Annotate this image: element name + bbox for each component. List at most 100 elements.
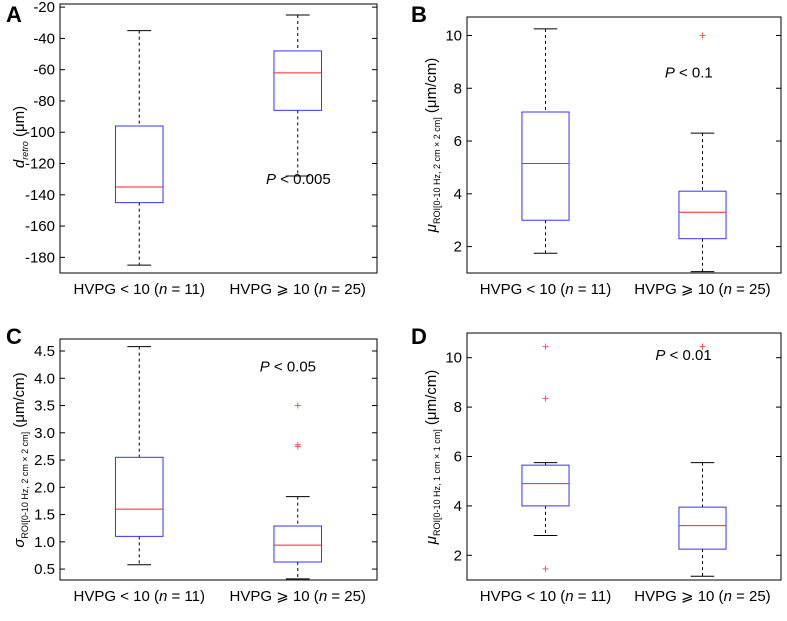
category-label-prefix: HVPG < 10 ( <box>74 588 159 605</box>
y-axis-label-subscript: ROI[0-10 Hz, 2 cm × 2 cm] <box>432 117 442 224</box>
outlier-marker <box>699 32 706 39</box>
p-value-annotation: P < 0.01 <box>655 347 711 364</box>
y-axis-label-subscript: ROI[0-10 Hz, 2 cm × 2 cm] <box>20 432 30 539</box>
panel-label: C <box>6 324 22 349</box>
category-label-prefix: HVPG ⩾ 10 ( <box>230 281 319 298</box>
y-tick-label: -160 <box>25 218 55 235</box>
y-axis-label-unit: (μm/cm) <box>11 372 28 431</box>
category-label: HVPG < 10 (n = 11) <box>480 281 611 298</box>
category-label: HVPG < 10 (n = 11) <box>74 588 205 605</box>
plot-frame <box>466 16 782 274</box>
iqr-box <box>114 456 164 537</box>
y-tick-label: -140 <box>25 187 55 204</box>
category-label-n: n <box>565 588 573 605</box>
y-axis-label-symbol: d <box>11 159 28 168</box>
outlier-marker <box>699 343 706 350</box>
iqr-box <box>678 190 727 240</box>
category-label: HVPG ⩾ 10 (n = 25) <box>634 588 770 605</box>
y-tick-label: 3.0 <box>34 425 55 442</box>
category-label-prefix: HVPG ⩾ 10 ( <box>634 281 723 298</box>
y-tick-label: 4.0 <box>34 370 55 387</box>
y-axis-label: σROI[0-10 Hz, 2 cm × 2 cm] (μm/cm) <box>11 372 30 547</box>
category-label-n: n <box>724 281 732 298</box>
y-tick-label: -80 <box>33 93 55 110</box>
y-axis-label-symbol: σ <box>11 538 28 548</box>
y-axis-label: dretro (μm) <box>11 106 30 168</box>
y-axis-label-subscript: retro <box>20 141 30 160</box>
category-label-prefix: HVPG < 10 ( <box>480 281 565 298</box>
outlier-marker <box>294 441 301 448</box>
box-group-1 <box>114 346 164 566</box>
category-label: HVPG < 10 (n = 11) <box>74 281 205 298</box>
category-label-suffix: = 11) <box>574 588 612 605</box>
y-tick-label: 6 <box>454 133 462 150</box>
p-value-text: < 0.01 <box>665 347 711 364</box>
p-value-text: < 0.05 <box>270 358 316 375</box>
category-label-suffix: = 25) <box>327 281 366 298</box>
y-tick-label: 8 <box>454 399 462 416</box>
y-tick-label: 1.5 <box>34 507 55 524</box>
category-label-suffix: = 11) <box>167 281 205 298</box>
y-tick-label: 4 <box>454 498 462 515</box>
p-value-symbol: P <box>260 358 270 375</box>
outlier-marker <box>542 343 549 350</box>
category-label: HVPG ⩾ 10 (n = 25) <box>230 281 366 298</box>
category-label: HVPG ⩾ 10 (n = 25) <box>634 281 770 298</box>
category-label-n: n <box>159 588 167 605</box>
category-label-suffix: = 11) <box>167 588 205 605</box>
category-label: HVPG ⩾ 10 (n = 25) <box>230 588 366 605</box>
plot-frame <box>59 3 378 274</box>
category-label-prefix: HVPG < 10 ( <box>74 281 159 298</box>
category-label-suffix: = 25) <box>732 281 771 298</box>
category-label-prefix: HVPG ⩾ 10 ( <box>634 588 723 605</box>
y-tick-label: 2.5 <box>34 452 55 469</box>
y-tick-label: -180 <box>25 249 55 266</box>
category-label-suffix: = 11) <box>574 281 612 298</box>
category-label-n: n <box>724 588 732 605</box>
box-group-2 <box>678 32 727 273</box>
category-label-suffix: = 25) <box>327 588 366 605</box>
outlier-marker <box>542 395 549 402</box>
y-tick-label: 0.5 <box>34 561 55 578</box>
plot-frame <box>59 338 378 581</box>
iqr-box <box>521 111 570 221</box>
iqr-box <box>678 506 727 550</box>
outlier-marker <box>542 565 549 572</box>
outlier-marker <box>294 402 301 409</box>
y-axis-label-unit: (μm/cm) <box>423 370 440 429</box>
panel-label: B <box>411 2 427 27</box>
p-value-text: < 0.005 <box>276 171 331 188</box>
y-axis-label-subscript: ROI[0-10 Hz, 1 cm × 1 cm] <box>432 429 442 536</box>
y-tick-label: -120 <box>25 156 55 173</box>
y-axis-label-unit: (μm) <box>11 106 28 141</box>
y-tick-label: -40 <box>33 30 55 47</box>
p-value-symbol: P <box>665 64 675 81</box>
y-tick-label: 2 <box>454 239 462 256</box>
p-value-text: < 0.1 <box>675 64 713 81</box>
y-tick-label: 1.0 <box>34 534 55 551</box>
box-group-1 <box>114 30 164 266</box>
y-tick-label: 6 <box>454 449 462 466</box>
y-tick-label: 4.5 <box>34 343 55 360</box>
category-label-suffix: = 25) <box>732 588 771 605</box>
y-tick-label: 2 <box>454 547 462 564</box>
y-tick-label: 4 <box>454 186 462 203</box>
iqr-box <box>273 525 323 563</box>
p-value-symbol: P <box>266 171 276 188</box>
y-tick-label: -60 <box>33 62 55 79</box>
y-tick-label: 10 <box>445 350 462 367</box>
p-value-annotation: P < 0.05 <box>260 358 316 375</box>
y-axis-label: μROI[0-10 Hz, 1 cm × 1 cm] (μm/cm) <box>423 370 442 545</box>
y-tick-label: 2.0 <box>34 479 55 496</box>
box-group-2 <box>273 14 323 177</box>
box-group-1 <box>521 28 570 254</box>
plot-frame <box>466 332 782 581</box>
y-tick-label: 8 <box>454 80 462 97</box>
category-label-n: n <box>159 281 167 298</box>
panel-a: A -20 -40 -60 -80 -100 -120 -140 -160 -180 dretro … <box>6 0 378 298</box>
y-axis-label-symbol: μ <box>423 224 440 233</box>
y-axis-label: μROI[0-10 Hz, 2 cm × 2 cm] (μm/cm) <box>423 58 442 233</box>
category-label: HVPG < 10 (n = 11) <box>480 588 611 605</box>
